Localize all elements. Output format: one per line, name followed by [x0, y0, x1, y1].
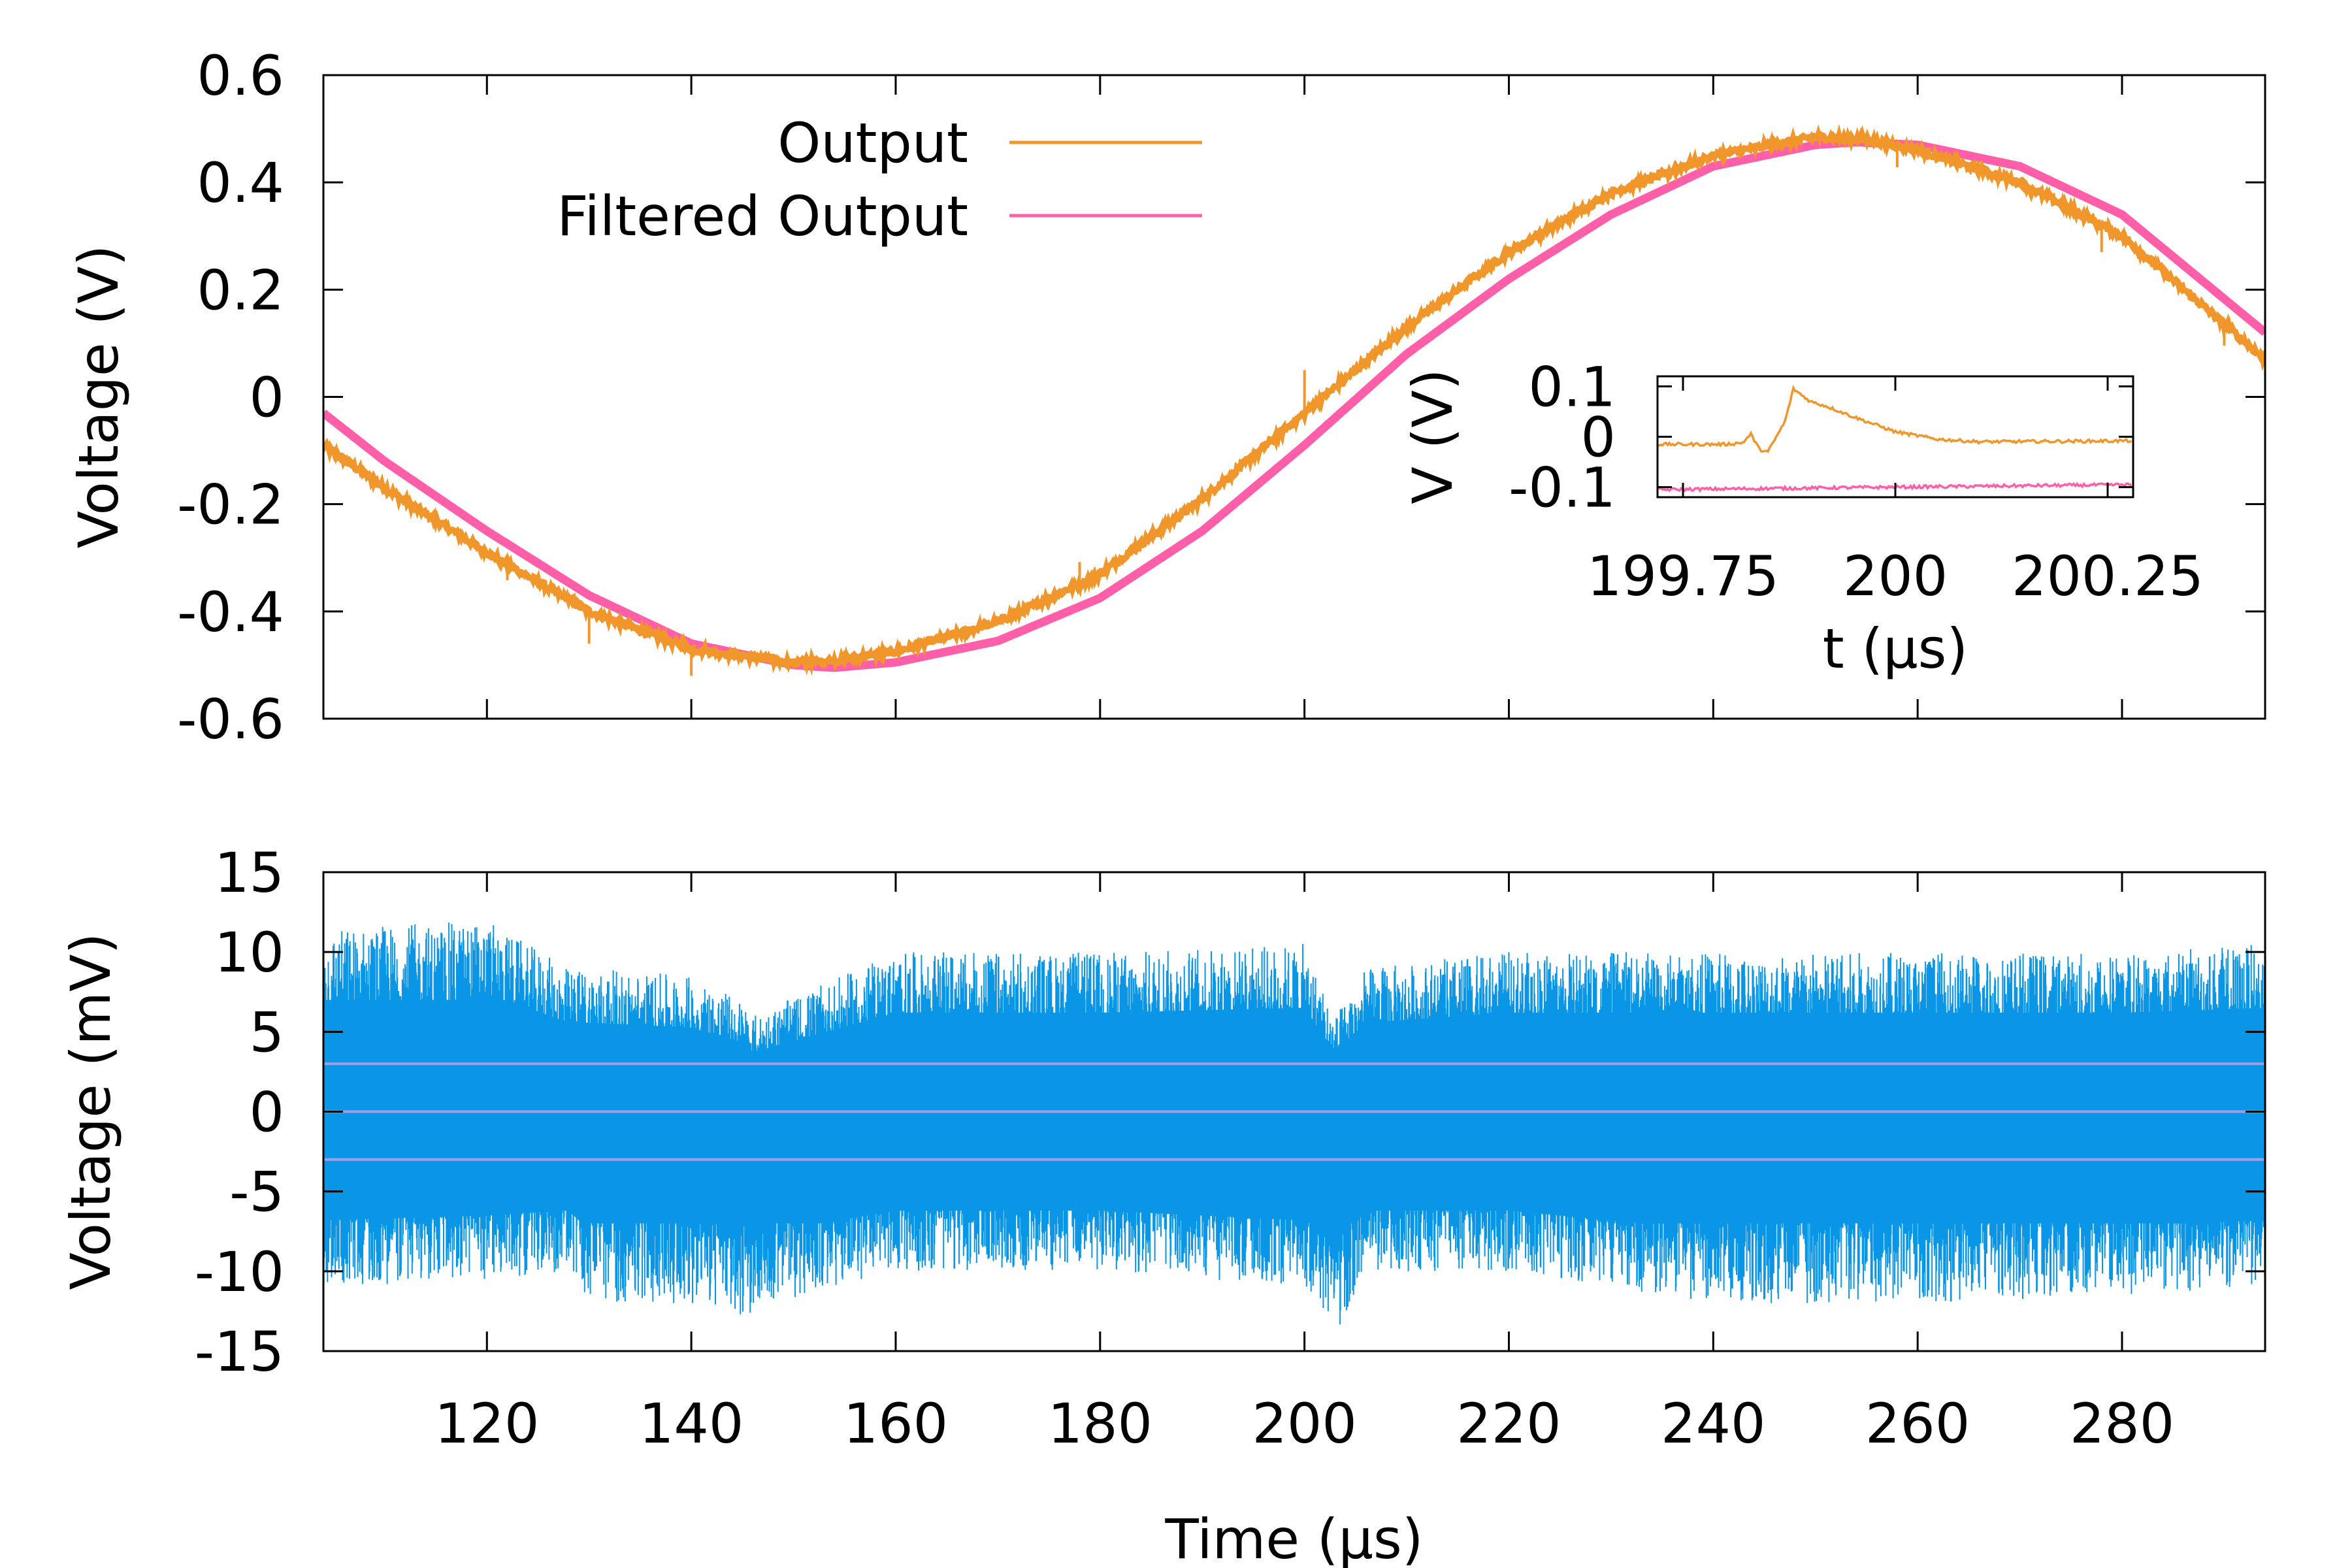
- bottom-series: [323, 923, 2265, 1325]
- bottom-x-tick-label: 180: [1048, 1392, 1152, 1456]
- bottom-y-tick-label: 15: [214, 841, 284, 905]
- inset-background: [1658, 376, 2133, 497]
- top-y-tick-label: 0: [250, 366, 284, 430]
- inset-frame: [1656, 375, 2134, 498]
- top-y-tick-label: 0.4: [197, 151, 284, 215]
- inset-x-tick-label: 200: [1843, 544, 1948, 608]
- filtered-output-line: [323, 138, 2265, 672]
- bottom-x-tick-label: 120: [434, 1392, 539, 1456]
- top-y-tick-label: -0.4: [177, 580, 284, 644]
- bottom-x-tick-label: 220: [1456, 1392, 1561, 1456]
- bottom-y-tick-label: 10: [214, 921, 284, 985]
- inset-x-tick-label: 199.75: [1587, 544, 1779, 608]
- bottom-chart: 120 140 160 180 200 220 240 260 280 -15 -10 -5 0 5 10 1…: [59, 841, 2266, 1568]
- top-series: [323, 123, 2265, 676]
- bottom-y-tick-label: -5: [229, 1160, 284, 1224]
- bottom-x-tick-label: 280: [2070, 1392, 2174, 1456]
- top-y-tick-label: 0.2: [197, 258, 284, 322]
- bottom-x-axis-label: Time (µs): [1164, 1507, 1423, 1568]
- output-line: [323, 123, 2265, 676]
- top-chart: -0.6 -0.4 -0.2 0 0.2 0.4 0.6 Voltage (V) Outpu…: [67, 44, 2266, 751]
- bottom-y-tick-label: 5: [250, 1000, 284, 1064]
- legend-label-output: Output: [777, 111, 968, 175]
- inset-x-tick-label: 200.25: [2012, 544, 2204, 608]
- bottom-y-axis-label: Voltage (mV): [59, 933, 123, 1290]
- inset-y-tick-label: -0.1: [1509, 456, 1616, 520]
- inset-chart: 199.75 200 200.25 -0.100.1 V (V) t (µs): [1401, 355, 2204, 681]
- top-y-tick-label: 0.6: [197, 44, 284, 108]
- bottom-plot-frame: [322, 871, 2266, 1352]
- bottom-y-tick-label: 0: [250, 1081, 284, 1145]
- top-plot-frame: [322, 74, 2266, 720]
- bottom-x-tick-label: 160: [843, 1392, 948, 1456]
- top-ticks: -0.6 -0.4 -0.2 0 0.2 0.4 0.6: [177, 44, 2265, 751]
- top-y-tick-label: -0.6: [177, 687, 284, 751]
- legend-label-filtered-output: Filtered Output: [557, 184, 968, 248]
- bottom-ticks: 120 140 160 180 200 220 240 260 280 -15 -10 -5 0 5 10 1…: [195, 841, 2265, 1456]
- bottom-x-tick-label: 140: [639, 1392, 743, 1456]
- inset-y-tick-label: 0: [1581, 406, 1616, 470]
- bottom-x-tick-label: 200: [1252, 1392, 1356, 1456]
- bottom-y-tick-label: -10: [195, 1240, 284, 1304]
- bottom-y-tick-label: -15: [195, 1320, 284, 1384]
- inset-ticks: 199.75 200 200.25 -0.100.1: [1509, 355, 2204, 608]
- inset-y-axis-label: V (V): [1401, 368, 1465, 504]
- inset-output-line: [1658, 384, 2132, 453]
- inset-y-tick-label: 0.1: [1528, 355, 1616, 419]
- bottom-x-tick-label: 240: [1661, 1392, 1765, 1456]
- inset-x-axis-label: t (µs): [1823, 617, 1968, 681]
- top-y-axis-label: Voltage (V): [67, 245, 131, 549]
- legend: Output Filtered Output: [557, 111, 1202, 248]
- bottom-x-tick-label: 260: [1865, 1392, 1970, 1456]
- top-y-tick-label: -0.2: [177, 473, 284, 537]
